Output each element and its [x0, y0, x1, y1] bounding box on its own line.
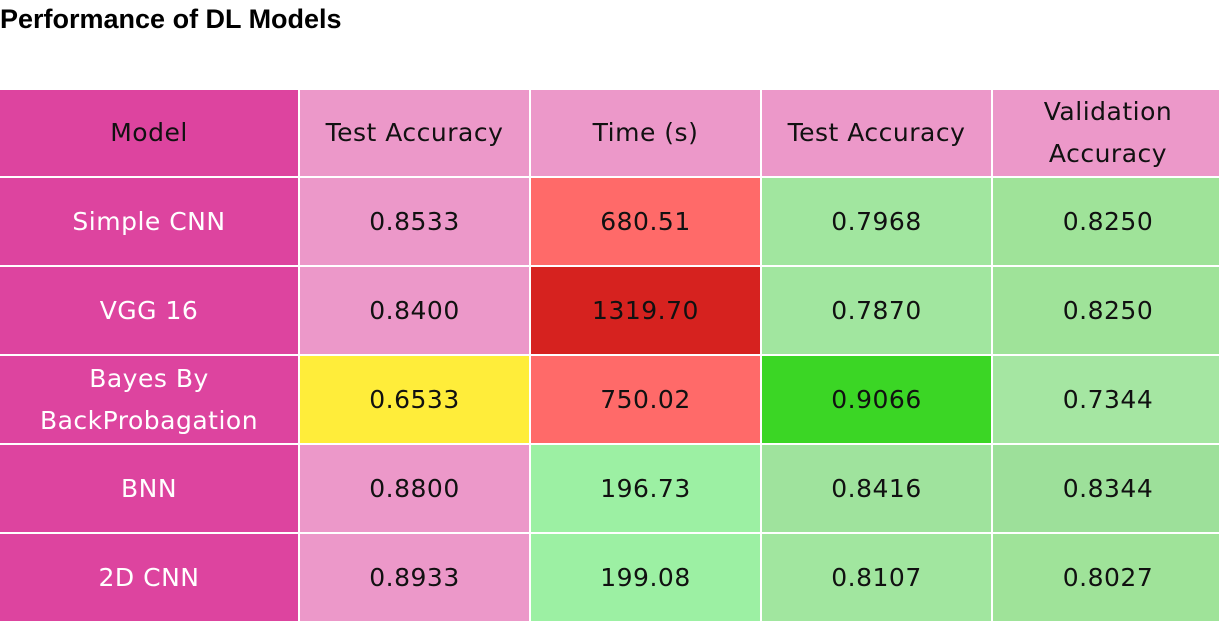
model-name-cell: BNN — [0, 445, 298, 532]
validation-accuracy-cell: 0.8027 — [993, 534, 1219, 621]
time-cell: 1319.70 — [531, 267, 760, 354]
time-cell: 750.02 — [531, 356, 760, 443]
test-accuracy-1-cell: 0.8933 — [300, 534, 529, 621]
time-cell: 680.51 — [531, 178, 760, 265]
test-accuracy-2-cell: 0.8107 — [762, 534, 991, 621]
header-model: Model — [0, 90, 298, 176]
table-header-row: Model Test Accuracy Time (s) Test Accura… — [0, 90, 1219, 176]
test-accuracy-1-cell: 0.8800 — [300, 445, 529, 532]
test-accuracy-1-cell: 0.8533 — [300, 178, 529, 265]
table-row: BNN 0.8800 196.73 0.8416 0.8344 — [0, 445, 1219, 532]
validation-accuracy-cell: 0.8344 — [993, 445, 1219, 532]
table-row: Simple CNN 0.8533 680.51 0.7968 0.8250 — [0, 178, 1219, 265]
model-name-cell: Simple CNN — [0, 178, 298, 265]
test-accuracy-2-cell: 0.9066 — [762, 356, 991, 443]
table-row: 2D CNN 0.8933 199.08 0.8107 0.8027 — [0, 534, 1219, 621]
header-test-accuracy-1: Test Accuracy — [300, 90, 529, 176]
test-accuracy-2-cell: 0.7968 — [762, 178, 991, 265]
header-test-accuracy-2: Test Accuracy — [762, 90, 991, 176]
validation-accuracy-cell: 0.7344 — [993, 356, 1219, 443]
model-name-cell: VGG 16 — [0, 267, 298, 354]
time-cell: 196.73 — [531, 445, 760, 532]
model-name-cell: Bayes By BackProbagation — [0, 356, 298, 443]
test-accuracy-1-cell: 0.6533 — [300, 356, 529, 443]
test-accuracy-2-cell: 0.8416 — [762, 445, 991, 532]
header-time: Time (s) — [531, 90, 760, 176]
performance-table: Model Test Accuracy Time (s) Test Accura… — [0, 88, 1219, 623]
time-cell: 199.08 — [531, 534, 760, 621]
validation-accuracy-cell: 0.8250 — [993, 267, 1219, 354]
header-validation-accuracy: Validation Accuracy — [993, 90, 1219, 176]
table-row: Bayes By BackProbagation 0.6533 750.02 0… — [0, 356, 1219, 443]
model-name-cell: 2D CNN — [0, 534, 298, 621]
test-accuracy-1-cell: 0.8400 — [300, 267, 529, 354]
test-accuracy-2-cell: 0.7870 — [762, 267, 991, 354]
table-row: VGG 16 0.8400 1319.70 0.7870 0.8250 — [0, 267, 1219, 354]
validation-accuracy-cell: 0.8250 — [993, 178, 1219, 265]
page-title: Performance of DL Models — [0, 4, 342, 34]
